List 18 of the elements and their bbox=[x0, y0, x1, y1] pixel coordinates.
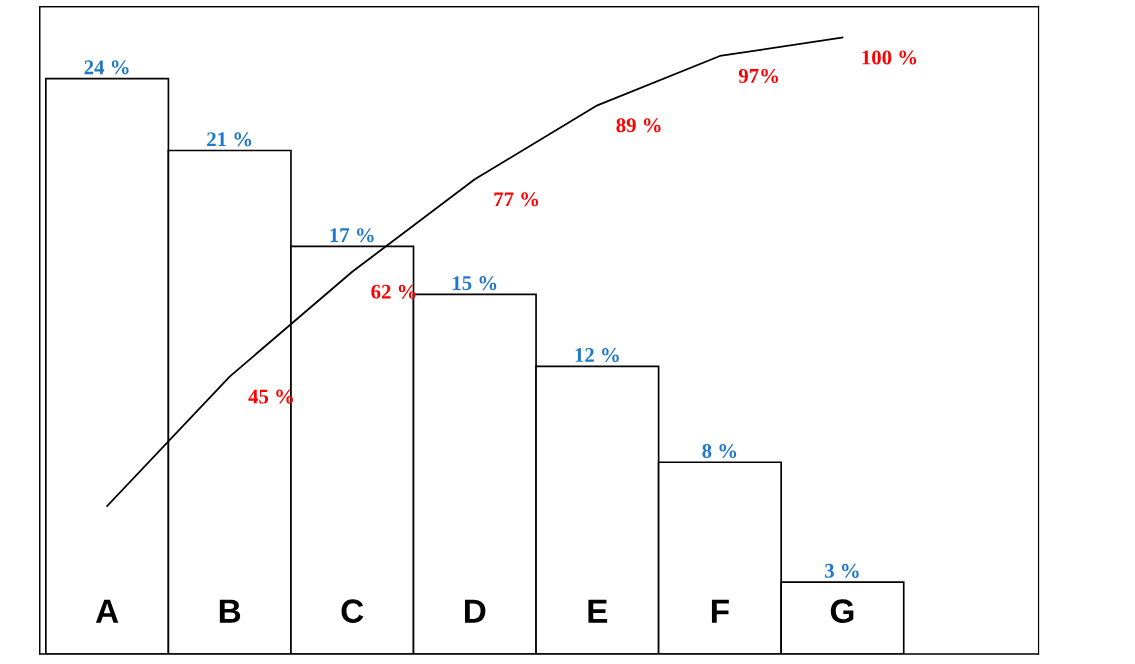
data-label: 8 % bbox=[702, 443, 737, 459]
x-tick-label: E bbox=[588, 599, 608, 623]
data-label: 77 % bbox=[494, 192, 539, 207]
x-tick-label: C bbox=[341, 599, 364, 623]
data-label: 17 % bbox=[330, 228, 374, 243]
x-tick-label: G bbox=[830, 599, 854, 623]
x-tick-label: B bbox=[219, 599, 241, 623]
data-label: 12 % bbox=[575, 348, 619, 363]
data-label: 21 % bbox=[207, 132, 252, 147]
data-label: 100 % bbox=[862, 50, 917, 65]
x-tick-label: D bbox=[464, 599, 486, 623]
x-tick-label: F bbox=[711, 599, 729, 623]
data-label: 24 % bbox=[84, 60, 129, 75]
data-label: 97% bbox=[738, 68, 778, 84]
data-label: 3 % bbox=[825, 563, 859, 578]
data-label: 15 % bbox=[453, 276, 497, 291]
x-tick-label: A bbox=[95, 599, 119, 623]
data-label: 89 % bbox=[616, 118, 661, 133]
